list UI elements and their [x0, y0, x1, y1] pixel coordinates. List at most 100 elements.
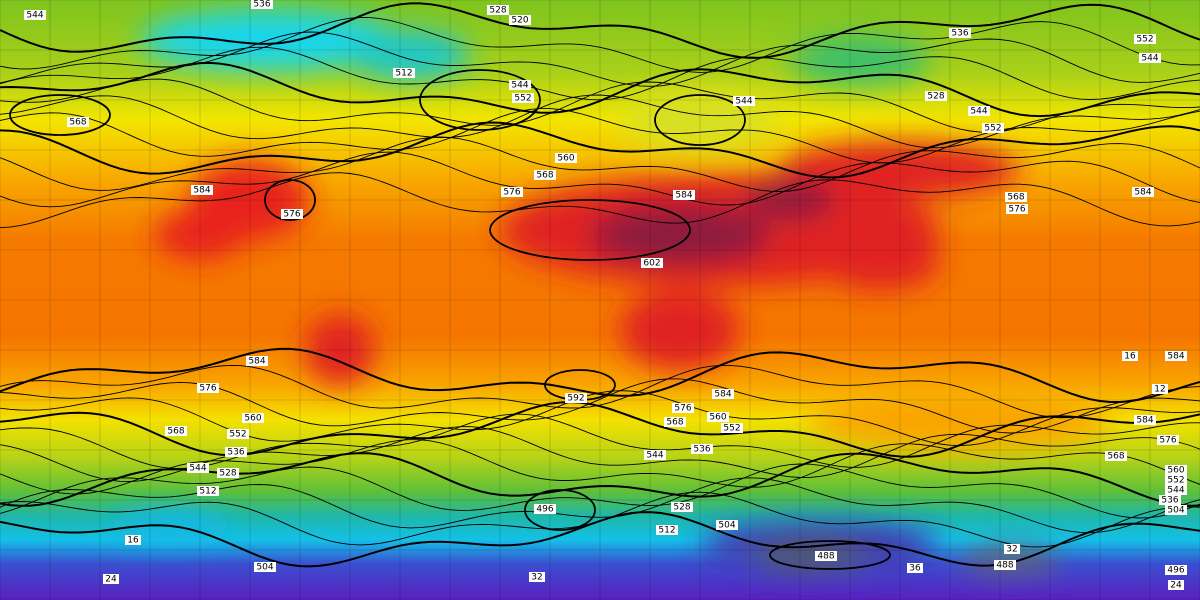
contour-label: 552 [227, 429, 249, 440]
contour-line [0, 364, 1200, 419]
label-text: 512 [658, 526, 675, 536]
label-text: 544 [189, 464, 206, 474]
label-text: 512 [199, 487, 216, 497]
contour-label: 568 [1105, 451, 1127, 462]
contour-label: 496 [1165, 565, 1187, 576]
contour-line [0, 463, 1200, 519]
label-text: 584 [193, 186, 210, 196]
label-box [968, 106, 990, 116]
contour-label: 552 [512, 93, 534, 104]
label-text: 528 [673, 503, 690, 513]
contour-label: 544 [24, 10, 46, 21]
contour-label: 512 [656, 525, 678, 536]
label-text: 552 [1136, 35, 1153, 45]
label-box [217, 468, 239, 478]
label-text: 528 [927, 92, 944, 102]
contour-line [0, 401, 1200, 458]
label-box [191, 185, 213, 195]
label-box [1168, 580, 1184, 590]
label-box [712, 389, 734, 399]
contour-label: 528 [487, 5, 509, 16]
label-text: 16 [127, 536, 139, 546]
label-text: 568 [1007, 193, 1024, 203]
label-box [1159, 495, 1181, 505]
contour-line [0, 46, 1200, 101]
label-text: 536 [951, 29, 968, 39]
label-box [1004, 544, 1020, 554]
contour-label: 576 [1157, 435, 1179, 446]
label-box [534, 170, 556, 180]
label-text: 568 [1107, 452, 1124, 462]
label-text: 576 [503, 188, 520, 198]
label-text: 584 [248, 357, 265, 367]
contour-label: 568 [165, 426, 187, 437]
label-text: 544 [511, 81, 528, 91]
label-text: 584 [675, 191, 692, 201]
label-box [242, 413, 264, 423]
label-text: 528 [219, 469, 236, 479]
closed-contour [419, 69, 541, 131]
label-text: 504 [1167, 506, 1184, 516]
contour-line [0, 136, 1200, 192]
label-box [565, 393, 587, 403]
label-text: 552 [1167, 476, 1184, 486]
label-text: 496 [536, 505, 553, 515]
label-box [716, 520, 738, 530]
label-box [24, 10, 46, 20]
label-text: 584 [1167, 352, 1184, 362]
label-box [1132, 187, 1154, 197]
label-box [691, 444, 713, 454]
label-text: 576 [283, 210, 300, 220]
contour-label: 36 [907, 563, 923, 574]
label-box [512, 93, 534, 103]
closed-contour [769, 540, 891, 570]
contour-label: 576 [1006, 204, 1028, 215]
contour-label: 512 [197, 486, 219, 497]
contour-label: 32 [1004, 544, 1020, 555]
label-text: 560 [1167, 466, 1184, 476]
label-box [281, 209, 303, 219]
label-box [1165, 475, 1187, 485]
label-box [907, 563, 923, 573]
label-box [1165, 351, 1187, 361]
label-text: 536 [227, 448, 244, 458]
contour-label: 520 [509, 15, 531, 26]
label-text: 16 [1124, 352, 1136, 362]
contour-label: 16 [1122, 351, 1138, 362]
label-box [225, 447, 247, 457]
label-box [187, 463, 209, 473]
contour-label: 544 [187, 463, 209, 474]
contour-label: 552 [721, 423, 743, 434]
label-text: 544 [646, 451, 663, 461]
contour-label: 16 [125, 535, 141, 546]
contour-label: 24 [1168, 580, 1184, 591]
contour-label: 552 [982, 123, 1004, 134]
label-box [721, 423, 743, 433]
contour-label: 536 [949, 28, 971, 39]
label-box [1005, 192, 1027, 202]
contour-line [0, 347, 1200, 403]
closed-contour [489, 199, 691, 261]
label-text: 568 [536, 171, 553, 181]
label-box [246, 356, 268, 366]
contour-label: 536 [251, 0, 273, 10]
label-text: 536 [693, 445, 710, 455]
contour-line [0, 121, 1200, 179]
label-box [982, 123, 1004, 133]
label-text: 544 [1167, 486, 1184, 496]
label-box [1165, 485, 1187, 495]
contour-label: 576 [501, 187, 523, 198]
contour-label: 544 [644, 450, 666, 461]
label-text: 560 [244, 414, 261, 424]
label-text: 528 [489, 6, 506, 16]
contour-label: 496 [534, 504, 556, 515]
label-text: 536 [253, 0, 270, 10]
label-box [671, 502, 693, 512]
label-box [67, 117, 89, 127]
contour-label: 24 [103, 574, 119, 585]
contour-label: 560 [707, 412, 729, 423]
contour-label: 536 [691, 444, 713, 455]
label-box [733, 96, 755, 106]
contour-label: 12 [1152, 384, 1168, 395]
